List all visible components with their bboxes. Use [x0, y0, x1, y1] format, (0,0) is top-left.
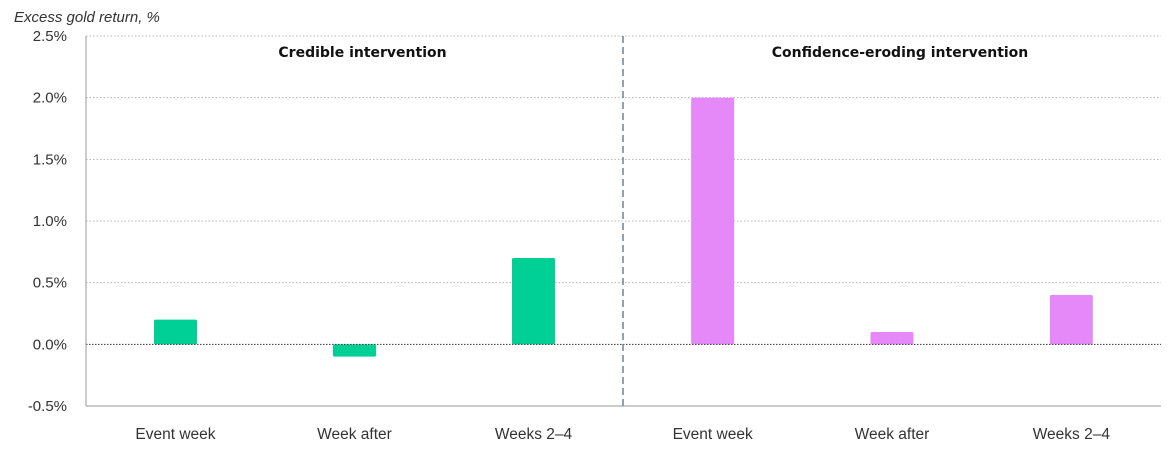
x-tick-label: Weeks 2–4 — [495, 426, 573, 443]
y-tick-label: 1.0% — [33, 213, 67, 230]
bars — [154, 97, 1093, 357]
y-tick-label: 1.5% — [33, 151, 67, 168]
y-tick-label: 2.5% — [33, 28, 67, 45]
bar — [691, 97, 735, 345]
x-tick-label: Weeks 2–4 — [1033, 426, 1111, 443]
y-tick-label: 0.5% — [33, 275, 67, 292]
bar — [1049, 295, 1093, 345]
y-tick-label: 2.0% — [33, 90, 67, 107]
bar — [154, 319, 197, 345]
axes — [85, 36, 1161, 407]
y-axis-label: Excess gold return, % — [14, 9, 160, 26]
bar — [333, 344, 376, 357]
bar — [512, 258, 555, 345]
x-tick-label: Week after — [317, 426, 392, 443]
panel-title: Credible intervention — [278, 45, 446, 61]
bar — [870, 332, 914, 345]
panel-title: Confidence-eroding intervention — [772, 45, 1029, 61]
y-tick-label: -0.5% — [28, 398, 67, 415]
x-tick-label: Week after — [855, 426, 930, 443]
x-tick-label: Event week — [673, 426, 753, 443]
labels: 2.5% 2.0% 1.5% 1.0% 0.5% 0.0% -0.5% Event week W… — [28, 28, 1111, 443]
x-tick-label: Event week — [135, 426, 215, 443]
y-tick-label: 0.0% — [33, 336, 67, 353]
